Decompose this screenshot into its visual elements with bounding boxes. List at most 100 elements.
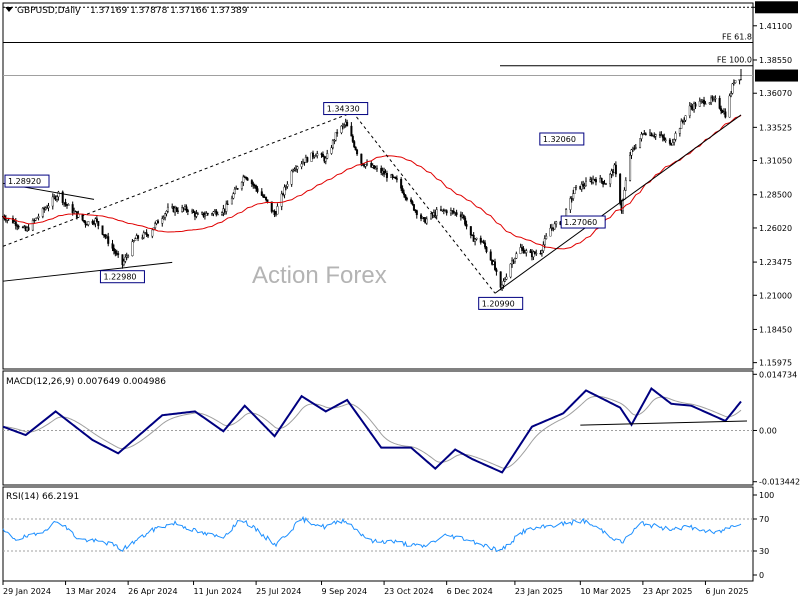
candle-body	[107, 236, 110, 244]
candle-body	[31, 220, 34, 231]
x-tick-label: 10 Mar 2025	[580, 587, 631, 596]
candle-body	[331, 140, 334, 148]
candle-body	[296, 166, 299, 170]
candle-body	[137, 235, 140, 239]
candle-body	[704, 103, 707, 105]
price-y-tick-label: 1.41100	[759, 22, 792, 31]
candle-body	[633, 148, 636, 150]
candle-body	[134, 238, 137, 241]
candle-body	[353, 141, 356, 148]
candle-body	[710, 97, 713, 103]
candle-body	[430, 213, 433, 220]
candle-body	[181, 207, 184, 212]
candle-body	[240, 182, 243, 189]
candle-body	[77, 213, 80, 218]
candle-body	[714, 98, 717, 100]
rsi-panel-frame	[2, 486, 754, 582]
candle-body	[479, 237, 482, 243]
candle-body	[401, 188, 404, 194]
candle-body	[83, 220, 86, 222]
candle-body	[47, 205, 50, 209]
macd-y-tick-label: 0.014734	[759, 370, 797, 379]
candle-body	[17, 226, 20, 228]
candle-body	[290, 170, 293, 185]
candle-body	[203, 215, 206, 217]
candle-body	[33, 220, 36, 222]
candle-body	[216, 214, 219, 216]
candle-body	[720, 108, 723, 112]
candle-body	[533, 251, 536, 254]
watermark: Action Forex	[252, 262, 387, 289]
candle-body	[499, 271, 502, 288]
candle-body	[280, 193, 283, 207]
x-tick-label: 6 Dec 2024	[447, 587, 493, 596]
candle-body	[354, 146, 357, 151]
candle-body	[668, 139, 671, 144]
trendline	[352, 111, 496, 294]
x-tick-label: 13 Mar 2024	[66, 587, 117, 596]
candle-body	[614, 164, 617, 175]
candle-body	[394, 176, 397, 179]
candle-body	[260, 191, 263, 196]
candle-body	[266, 199, 269, 202]
candle-body	[442, 209, 445, 211]
candle-body	[161, 218, 164, 224]
candle-body	[549, 227, 552, 237]
price-label-box	[99, 270, 145, 284]
candle-body	[142, 232, 145, 238]
candle-body	[644, 133, 647, 136]
candle-body	[37, 216, 40, 219]
candle-body	[346, 121, 349, 127]
rsi-y-tick-label: 0	[759, 571, 764, 580]
candle-body	[640, 134, 643, 139]
candle-body	[186, 210, 189, 212]
candle-body	[265, 196, 268, 200]
candle-body	[639, 138, 642, 148]
trendline	[494, 114, 742, 294]
macd-signal-line	[2, 395, 742, 469]
candle-body	[273, 210, 276, 216]
candle-body	[412, 204, 415, 211]
candle-body	[621, 199, 624, 212]
candle-body	[124, 257, 127, 262]
candle-body	[101, 225, 104, 235]
candle-body	[543, 238, 546, 245]
candle-body	[114, 250, 117, 254]
candle-body	[117, 253, 120, 255]
candle-body	[212, 211, 215, 214]
candle-body	[71, 204, 74, 214]
candle-body	[333, 140, 336, 142]
candle-body	[366, 162, 369, 165]
candle-body	[121, 254, 124, 265]
candle-body	[678, 128, 681, 134]
candle-body	[284, 186, 287, 188]
candle-body	[553, 223, 556, 230]
candle-body	[16, 225, 19, 227]
candle-body	[334, 132, 337, 141]
candle-body	[731, 83, 734, 94]
candle-body	[502, 280, 505, 286]
candle-body	[340, 125, 343, 134]
candle-body	[449, 210, 452, 214]
candle-body	[592, 178, 595, 183]
candle-body	[14, 221, 17, 226]
candle-body	[364, 164, 367, 167]
candle-body	[343, 124, 346, 126]
candle-body	[529, 250, 532, 253]
price-label: 1.32060	[543, 135, 576, 144]
candle-body	[445, 210, 448, 214]
candle-body	[350, 125, 353, 137]
candle-body	[609, 173, 612, 185]
candle-body	[575, 185, 578, 188]
candle-body	[405, 197, 408, 200]
macd-panel-frame	[2, 370, 754, 486]
price-layer: FE 61.8 FE 100.0 1.34330 1.28920 1.22980 1.32…	[2, 6, 753, 310]
candle-body	[475, 237, 478, 240]
candle-body	[464, 217, 467, 225]
candle-body	[97, 221, 100, 226]
candle-body	[455, 212, 458, 215]
candle-body	[600, 177, 603, 182]
candle-body	[509, 263, 512, 278]
candle-body	[519, 247, 522, 254]
